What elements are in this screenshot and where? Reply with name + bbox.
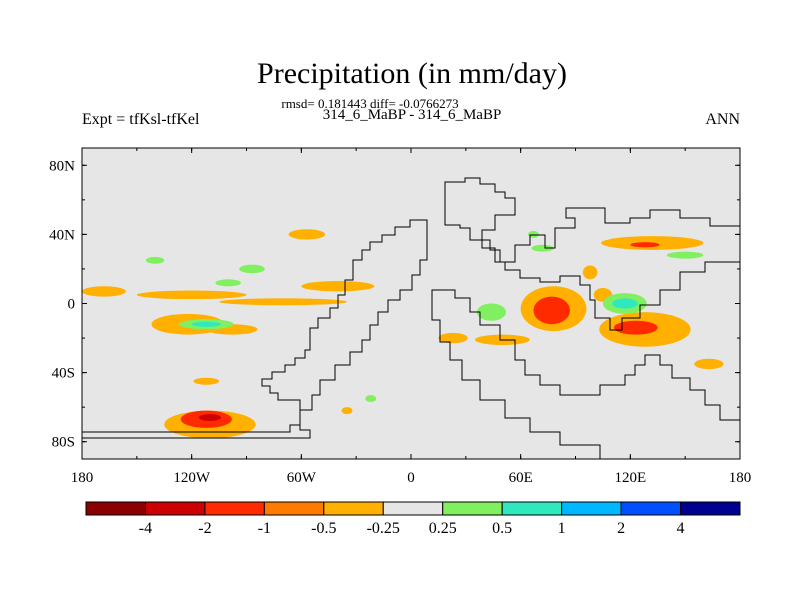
longitude-axis: 180 120W 60W 0 60E 120E 180 <box>71 148 752 486</box>
colorbar-label-9: 4 <box>677 520 685 537</box>
anomaly-region-31 <box>612 298 638 309</box>
anomaly-region-17 <box>630 242 660 248</box>
x-tick-label-4: 60E <box>509 470 533 486</box>
x-tick-label-5: 120E <box>614 470 646 486</box>
anomaly-region-21 <box>694 358 724 370</box>
colorbar-swatch-0 <box>85 501 146 516</box>
x-tick-label-1: 120W <box>173 470 211 486</box>
anomaly-region-1 <box>136 290 247 300</box>
colorbar-label-8: 2 <box>617 520 625 537</box>
anomaly-region-26 <box>239 264 265 274</box>
anomaly-region-28 <box>365 395 377 402</box>
anomaly-region-13 <box>533 296 571 325</box>
anomaly-region-18 <box>582 265 598 280</box>
anomaly-region-34 <box>666 251 704 259</box>
chart-title: Precipitation (in mm/day) <box>257 57 567 90</box>
anomaly-region-11 <box>341 407 353 415</box>
latitude-axis: 80N 40N 0 40S 80S <box>49 158 740 451</box>
colorbar-label-6: 0.5 <box>492 520 512 537</box>
anomaly-region-10 <box>193 377 220 385</box>
anomaly-region-25 <box>215 279 242 287</box>
eurasia-africa-coastline <box>444 177 740 331</box>
y-tick-label-0: 80N <box>49 158 75 174</box>
anomaly-region-33 <box>531 244 554 252</box>
colorbar-label-4: -0.25 <box>367 520 400 537</box>
colorbar-label-7: 1 <box>558 520 566 537</box>
anomaly-region-29 <box>476 303 507 321</box>
colorbar-swatch-4 <box>323 501 384 516</box>
southern-continent-coastline <box>431 289 740 459</box>
anomaly-region-24 <box>191 321 221 327</box>
anomaly-region-6 <box>288 229 326 240</box>
y-tick-label-2: 0 <box>68 297 76 313</box>
y-tick-label-1: 40N <box>49 227 75 243</box>
anomaly-region-9 <box>198 414 221 421</box>
colorbar-swatch-3 <box>263 501 325 516</box>
colorbar: -4 -2 -1 -0.5 -0.25 0.25 0.5 1 2 4 <box>85 501 741 537</box>
colorbar-swatch-9 <box>620 501 682 516</box>
colorbar-label-2: -1 <box>258 520 271 537</box>
x-tick-label-0: 180 <box>71 470 94 486</box>
colorbar-label-1: -2 <box>198 520 211 537</box>
anomaly-region-32 <box>527 230 539 238</box>
colorbar-swatch-2 <box>204 501 265 516</box>
stats-line: rmsd= 0.181443 diff= -0.0766273 <box>281 96 458 111</box>
coastline-outline <box>82 177 740 459</box>
x-tick-label-3: 0 <box>407 470 415 486</box>
colorbar-label-5: 0.25 <box>429 520 457 537</box>
y-tick-label-4: 80S <box>52 435 75 451</box>
colorbar-label-3: -0.5 <box>311 520 336 537</box>
colorbar-swatch-1 <box>144 501 206 516</box>
anomaly-region-3 <box>301 281 375 292</box>
x-tick-label-6: 180 <box>729 470 752 486</box>
season-label: ANN <box>705 111 740 128</box>
chart-subtitle: 314_6_MaBP - 314_6_MaBP <box>323 107 502 123</box>
anomaly-region-2 <box>219 298 348 306</box>
anomaly-regions <box>82 229 724 439</box>
y-tick-label-3: 40S <box>52 366 75 382</box>
americas-coastline <box>82 219 428 439</box>
colorbar-swatch-10 <box>680 501 741 516</box>
experiment-label: Expt = tfKsl-tfKel <box>82 111 200 128</box>
colorbar-swatch-6 <box>442 501 503 516</box>
x-tick-label-2: 60W <box>287 470 317 486</box>
colorbar-label-0: -4 <box>139 520 152 537</box>
colorbar-swatch-5 <box>382 501 444 516</box>
anomaly-region-27 <box>145 256 165 264</box>
anomaly-region-0 <box>82 286 126 297</box>
anomaly-region-15 <box>613 320 658 335</box>
colorbar-swatch-7 <box>501 501 563 516</box>
colorbar-swatch-8 <box>561 501 622 516</box>
anomaly-region-20 <box>438 332 468 344</box>
